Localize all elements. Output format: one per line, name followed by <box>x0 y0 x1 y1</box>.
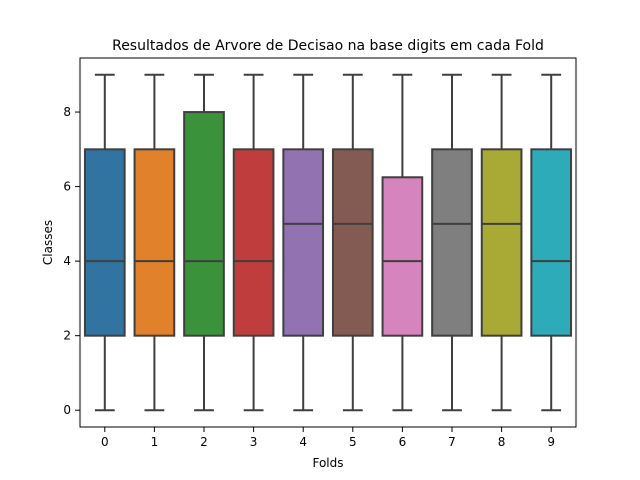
box-group-2 <box>183 73 225 412</box>
y-tick-label: 2 <box>63 329 71 343</box>
y-axis: 0 2 4 6 8 <box>63 105 80 417</box>
box-group-5 <box>331 73 374 412</box>
box <box>480 148 523 337</box>
x-axis-label: Folds <box>312 456 343 470</box>
box-group-8 <box>480 73 523 412</box>
box <box>133 148 176 337</box>
x-tick-label: 4 <box>299 435 307 449</box>
box <box>331 148 374 337</box>
box <box>183 111 225 337</box>
x-tick-label: 2 <box>200 435 208 449</box>
x-tick-label: 1 <box>151 435 159 449</box>
x-tick-label: 0 <box>101 435 109 449</box>
box <box>232 148 275 337</box>
x-tick-label: 6 <box>399 435 407 449</box>
box-group-4 <box>282 73 325 412</box>
box <box>530 148 573 337</box>
y-tick-label: 4 <box>63 254 71 268</box>
x-tick-label: 5 <box>349 435 357 449</box>
box-group-1 <box>133 73 176 412</box>
box-group-0 <box>83 73 126 412</box>
y-axis-label: Classes <box>41 220 55 265</box>
box <box>83 148 126 337</box>
y-tick-label: 0 <box>63 403 71 417</box>
x-tick-label: 9 <box>547 435 555 449</box>
x-axis: 0 1 2 3 4 5 6 7 8 9 <box>101 427 555 449</box>
y-tick-label: 6 <box>63 180 71 194</box>
x-tick-label: 7 <box>448 435 456 449</box>
box-group-9 <box>530 73 573 412</box>
axes-frame <box>79 57 577 428</box>
box-group-3 <box>232 73 275 412</box>
x-tick-label: 3 <box>250 435 258 449</box>
plot-area <box>83 73 573 412</box>
x-tick-label: 8 <box>498 435 506 449</box>
chart-title: Resultados de Arvore de Decisao na base … <box>112 38 544 54</box>
y-tick-label: 8 <box>63 105 71 119</box>
box-group-7 <box>431 73 473 412</box>
box <box>381 176 424 337</box>
box <box>431 148 473 337</box>
box-group-6 <box>381 73 424 412</box>
box <box>282 148 325 337</box>
